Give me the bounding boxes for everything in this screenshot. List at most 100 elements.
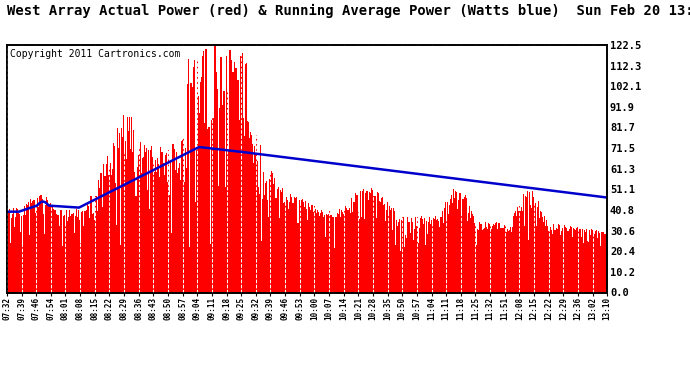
Bar [531,191,533,292]
Bar [286,229,288,292]
Bar [21,219,22,292]
Bar [277,186,279,292]
Bar [10,243,11,292]
Bar [602,232,603,292]
Bar [122,137,124,292]
Bar [485,222,486,292]
Bar [171,233,172,292]
Bar [433,218,434,292]
Bar [350,225,351,292]
Bar [406,238,407,292]
Bar [591,230,593,292]
Bar [598,239,600,292]
Bar [70,216,71,292]
Bar [128,131,129,292]
Bar [487,231,489,292]
Bar [490,226,491,292]
Bar [289,202,290,292]
Bar [258,187,259,292]
Bar [188,60,189,292]
Bar [87,204,88,292]
Bar [95,196,96,292]
Bar [587,241,589,292]
Bar [565,231,566,292]
Bar [48,204,50,292]
Bar [409,222,410,292]
Bar [253,164,254,292]
Bar [440,216,441,292]
Bar [453,201,455,292]
Bar [135,196,136,292]
Bar [92,214,93,292]
Bar [480,224,482,292]
Bar [576,228,577,292]
Bar [359,222,361,292]
Bar [81,212,83,292]
Bar [93,248,95,292]
Bar [464,195,466,292]
Bar [154,172,155,292]
Bar [393,236,395,292]
Bar [195,202,196,292]
Bar [106,164,108,292]
Bar [425,245,426,292]
Bar [546,220,547,292]
Bar [504,229,505,292]
Bar [420,228,421,292]
Bar [555,230,556,292]
Bar [461,216,462,292]
Bar [225,188,226,292]
Bar [346,224,348,292]
Bar [261,241,262,292]
Bar [75,225,77,292]
Bar [157,158,158,292]
Bar [298,224,299,292]
Bar [471,218,473,292]
Bar [146,148,147,292]
Bar [57,226,58,292]
Bar [424,218,425,292]
Bar [501,237,502,292]
Bar [180,180,181,292]
Bar [336,219,337,292]
Bar [123,115,124,292]
Bar [82,211,83,292]
Bar [26,204,27,292]
Bar [444,209,445,292]
Bar [488,223,489,292]
Bar [126,126,128,292]
Bar [268,217,269,292]
Bar [491,230,492,292]
Bar [300,204,302,292]
Bar [566,228,567,292]
Bar [455,191,456,292]
Bar [558,224,559,292]
Bar [506,232,507,292]
Bar [455,192,457,292]
Bar [203,51,204,292]
Bar [61,216,62,292]
Bar [7,210,8,292]
Bar [202,91,204,292]
Bar [218,186,219,292]
Bar [444,243,446,292]
Bar [270,174,271,292]
Bar [312,205,313,292]
Bar [431,220,432,292]
Bar [489,226,491,292]
Bar [555,229,557,292]
Bar [515,221,517,292]
Bar [397,225,398,292]
Bar [214,115,215,292]
Bar [175,176,177,292]
Bar [251,170,253,292]
Bar [604,234,606,292]
Bar [285,204,286,292]
Bar [366,192,367,292]
Bar [92,213,94,292]
Bar [286,197,287,292]
Bar [571,230,573,292]
Bar [30,205,32,292]
Bar [468,220,469,292]
Bar [339,209,340,292]
